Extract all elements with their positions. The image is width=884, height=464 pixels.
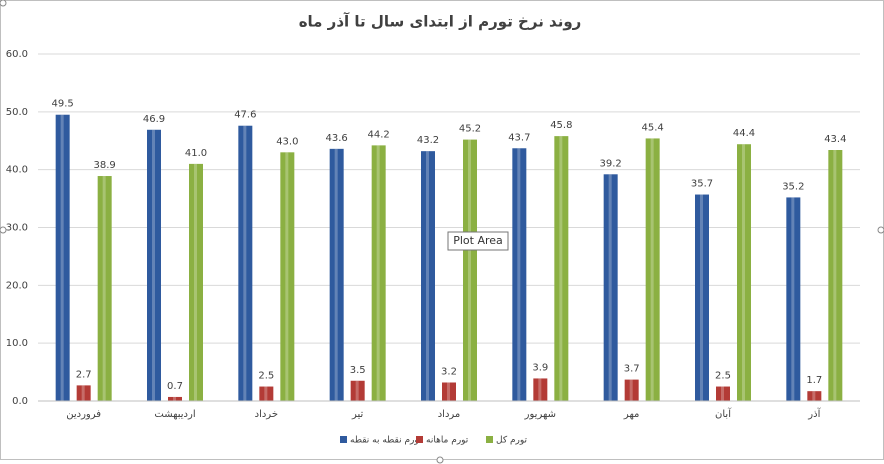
y-tick-label: 10.0 bbox=[6, 338, 28, 349]
legend-label: تورم کل bbox=[496, 436, 528, 446]
data-label: 3.9 bbox=[532, 362, 548, 373]
bar bbox=[463, 139, 477, 402]
x-tick-label: فروردین bbox=[66, 409, 101, 420]
x-tick-label: اردیبهشت bbox=[154, 409, 195, 420]
data-label: 3.2 bbox=[441, 366, 457, 377]
data-label: 46.9 bbox=[143, 114, 165, 125]
bar bbox=[147, 129, 161, 402]
legend-swatch bbox=[416, 436, 423, 443]
bar bbox=[716, 386, 730, 401]
x-tick-label: تیر bbox=[351, 409, 364, 420]
handle bbox=[877, 226, 884, 234]
data-label: 45.2 bbox=[459, 124, 481, 135]
y-tick-label: 40.0 bbox=[6, 165, 28, 176]
handle bbox=[0, 0, 7, 7]
bar bbox=[442, 382, 456, 401]
data-label: 45.4 bbox=[642, 122, 664, 133]
data-label: 45.8 bbox=[550, 120, 572, 131]
y-tick-label: 20.0 bbox=[6, 280, 28, 291]
bar bbox=[554, 136, 569, 401]
y-tick-label: 60.0 bbox=[6, 49, 28, 60]
handle bbox=[0, 226, 7, 234]
x-tick-label: خرداد bbox=[255, 409, 278, 420]
data-label: 2.7 bbox=[76, 369, 92, 380]
x-tick-label: آذر bbox=[807, 407, 821, 420]
data-label: 39.2 bbox=[600, 158, 622, 169]
bar bbox=[371, 145, 386, 401]
bar bbox=[55, 114, 70, 401]
bar bbox=[259, 386, 274, 401]
x-tick-label: مرداد bbox=[438, 409, 461, 420]
y-tick-label: 30.0 bbox=[6, 223, 28, 234]
x-tick-label: مهر bbox=[623, 409, 639, 420]
tooltip-text: Plot Area bbox=[453, 234, 503, 247]
bar bbox=[97, 176, 112, 401]
bar bbox=[350, 380, 365, 401]
bar bbox=[512, 148, 527, 401]
bar bbox=[624, 379, 639, 401]
data-label: 3.5 bbox=[350, 365, 366, 376]
data-label: 43.4 bbox=[824, 134, 846, 145]
data-label: 49.5 bbox=[52, 99, 74, 110]
x-tick-label: آبان bbox=[715, 407, 732, 420]
bar bbox=[695, 194, 709, 401]
data-label: 44.4 bbox=[733, 128, 755, 139]
data-label: 47.6 bbox=[234, 110, 256, 121]
legend-label: تورم نقطه به نقطه bbox=[350, 436, 422, 446]
bar bbox=[168, 396, 182, 401]
bar bbox=[189, 163, 203, 401]
handle bbox=[436, 456, 444, 464]
data-label: 43.6 bbox=[326, 133, 348, 144]
legend-swatch bbox=[486, 436, 493, 443]
data-label: 2.5 bbox=[715, 371, 731, 382]
data-label: 3.7 bbox=[624, 364, 640, 375]
y-tick-label: 0.0 bbox=[12, 396, 28, 407]
bar bbox=[421, 151, 435, 401]
data-label: 2.5 bbox=[258, 371, 274, 382]
bar bbox=[786, 197, 801, 401]
bar bbox=[329, 148, 344, 401]
chart-title: روند نرخ تورم از ابتدای سال تا آذر ماه bbox=[299, 13, 582, 31]
data-label: 35.2 bbox=[782, 181, 804, 192]
data-label: 43.0 bbox=[276, 136, 298, 147]
data-label: 35.7 bbox=[691, 179, 713, 190]
legend-label: تورم ماهانه bbox=[426, 436, 469, 446]
x-tick-label: شهریور bbox=[524, 409, 556, 420]
y-tick-label: 50.0 bbox=[6, 107, 28, 118]
bar bbox=[76, 385, 91, 401]
bar bbox=[828, 150, 843, 401]
data-label: 0.7 bbox=[167, 381, 183, 392]
bar bbox=[238, 125, 253, 402]
bar bbox=[807, 391, 822, 401]
data-label: 43.2 bbox=[417, 135, 439, 146]
tooltip-box bbox=[447, 231, 509, 251]
data-label: 44.2 bbox=[368, 129, 390, 140]
tooltip: Plot Area bbox=[447, 231, 509, 251]
data-label: 43.7 bbox=[508, 132, 530, 143]
bar bbox=[533, 378, 548, 401]
bar bbox=[603, 174, 618, 401]
bar bbox=[737, 144, 751, 401]
bar bbox=[645, 138, 660, 402]
data-label: 1.7 bbox=[806, 375, 822, 386]
data-label: 41.0 bbox=[185, 148, 207, 159]
bar bbox=[280, 152, 295, 401]
data-label: 38.9 bbox=[94, 160, 116, 171]
legend-swatch bbox=[340, 436, 347, 443]
